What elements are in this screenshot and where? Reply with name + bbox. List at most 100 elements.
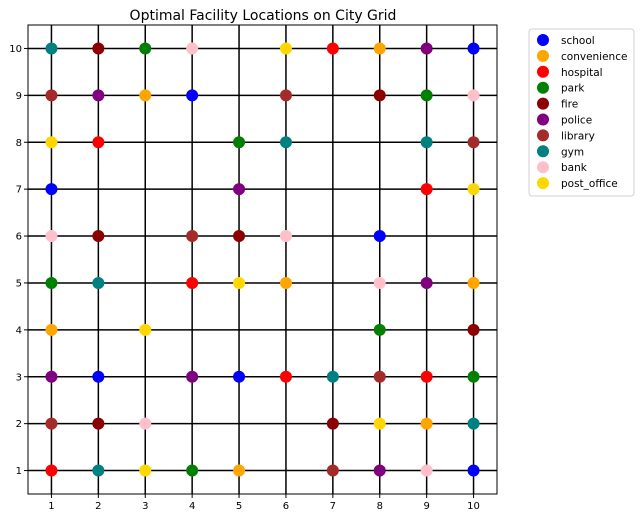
x-tick-label: 8 xyxy=(377,501,383,512)
x-tick-label: 3 xyxy=(142,501,148,512)
hospital-point xyxy=(279,370,292,383)
hospital-point xyxy=(92,136,105,149)
library-point xyxy=(373,370,386,383)
post_office-point xyxy=(233,276,246,289)
convenience-point xyxy=(139,89,152,102)
hospital-point xyxy=(45,464,58,477)
post_office-point xyxy=(139,323,152,336)
x-tick-label: 6 xyxy=(283,501,289,512)
x-tick-label: 1 xyxy=(48,501,54,512)
post_office-point xyxy=(139,464,152,477)
fire-point xyxy=(92,230,105,243)
legend-marker-park xyxy=(537,81,549,94)
x-tick-label: 9 xyxy=(423,501,429,512)
plot-border xyxy=(27,24,498,495)
y-tick-label: 9 xyxy=(16,91,22,102)
legend-label-fire: fire xyxy=(561,99,578,111)
library-point xyxy=(45,417,58,430)
y-tick-label: 8 xyxy=(16,138,22,149)
convenience-point xyxy=(420,417,433,430)
y-tick-label: 10 xyxy=(9,44,22,55)
park-point xyxy=(467,370,480,383)
fire-point xyxy=(92,417,105,430)
gym-point xyxy=(92,276,105,289)
bank-point xyxy=(45,230,58,243)
y-tick-label: 5 xyxy=(16,278,22,289)
x-tick-label: 7 xyxy=(330,501,336,512)
fire-point xyxy=(326,417,339,430)
x-tick-label: 5 xyxy=(236,501,242,512)
library-point xyxy=(467,136,480,149)
park-point xyxy=(420,89,433,102)
fire-point xyxy=(467,323,480,336)
fire-point xyxy=(233,230,246,243)
legend-marker-police xyxy=(537,113,549,126)
police-point xyxy=(420,42,433,55)
legend-marker-bank xyxy=(537,161,549,174)
legend-label-hospital: hospital xyxy=(561,67,603,79)
gym-point xyxy=(420,136,433,149)
bank-point xyxy=(420,464,433,477)
hospital-point xyxy=(186,276,199,289)
gym-point xyxy=(45,42,58,55)
park-point xyxy=(233,136,246,149)
park-point xyxy=(373,323,386,336)
post_office-point xyxy=(279,42,292,55)
legend-label-convenience: convenience xyxy=(561,51,627,63)
legend-marker-convenience xyxy=(537,49,549,62)
gym-point xyxy=(92,464,105,477)
legend-label-library: library xyxy=(561,130,595,142)
bank-point xyxy=(139,417,152,430)
legend-label-park: park xyxy=(561,83,585,95)
park-point xyxy=(45,276,58,289)
police-point xyxy=(373,464,386,477)
bank-point xyxy=(467,89,480,102)
bank-point xyxy=(186,42,199,55)
y-tick-label: 4 xyxy=(16,325,22,336)
school-point xyxy=(186,89,199,102)
legend-marker-hospital xyxy=(537,65,549,78)
school-point xyxy=(233,370,246,383)
fire-point xyxy=(92,42,105,55)
legend-marker-fire xyxy=(537,97,549,110)
legend-label-school: school xyxy=(561,35,595,47)
park-point xyxy=(186,464,199,477)
bank-point xyxy=(373,276,386,289)
plot-frame xyxy=(27,24,498,495)
y-tick-label: 3 xyxy=(16,372,22,383)
police-point xyxy=(420,276,433,289)
y-tick-label: 1 xyxy=(16,466,22,477)
hospital-point xyxy=(326,42,339,55)
police-point xyxy=(92,89,105,102)
hospital-point xyxy=(420,183,433,196)
bank-point xyxy=(279,230,292,243)
legend-box xyxy=(528,28,635,197)
street-grid xyxy=(28,25,497,494)
x-axis: 1 2 3 4 5 6 7 8 9 10 xyxy=(48,494,480,512)
gym-point xyxy=(279,136,292,149)
convenience-point xyxy=(467,276,480,289)
legend-label-police: police xyxy=(561,115,592,127)
convenience-point xyxy=(373,42,386,55)
convenience-point xyxy=(45,323,58,336)
gym-point xyxy=(326,370,339,383)
y-tick-label: 6 xyxy=(16,232,22,243)
post_office-point xyxy=(373,417,386,430)
legend-marker-library xyxy=(537,129,549,142)
police-point xyxy=(45,370,58,383)
library-point xyxy=(45,89,58,102)
legend-label-bank: bank xyxy=(561,162,588,174)
library-point xyxy=(186,230,199,243)
library-point xyxy=(326,464,339,477)
convenience-point xyxy=(233,464,246,477)
police-point xyxy=(233,183,246,196)
school-point xyxy=(373,230,386,243)
y-tick-label: 2 xyxy=(16,419,22,430)
x-tick-label: 2 xyxy=(95,501,101,512)
y-tick-label: 7 xyxy=(16,185,22,196)
legend-marker-post_office xyxy=(537,177,549,190)
convenience-point xyxy=(279,276,292,289)
library-point xyxy=(279,89,292,102)
chart-title: Optimal Facility Locations on City Grid xyxy=(130,8,397,24)
